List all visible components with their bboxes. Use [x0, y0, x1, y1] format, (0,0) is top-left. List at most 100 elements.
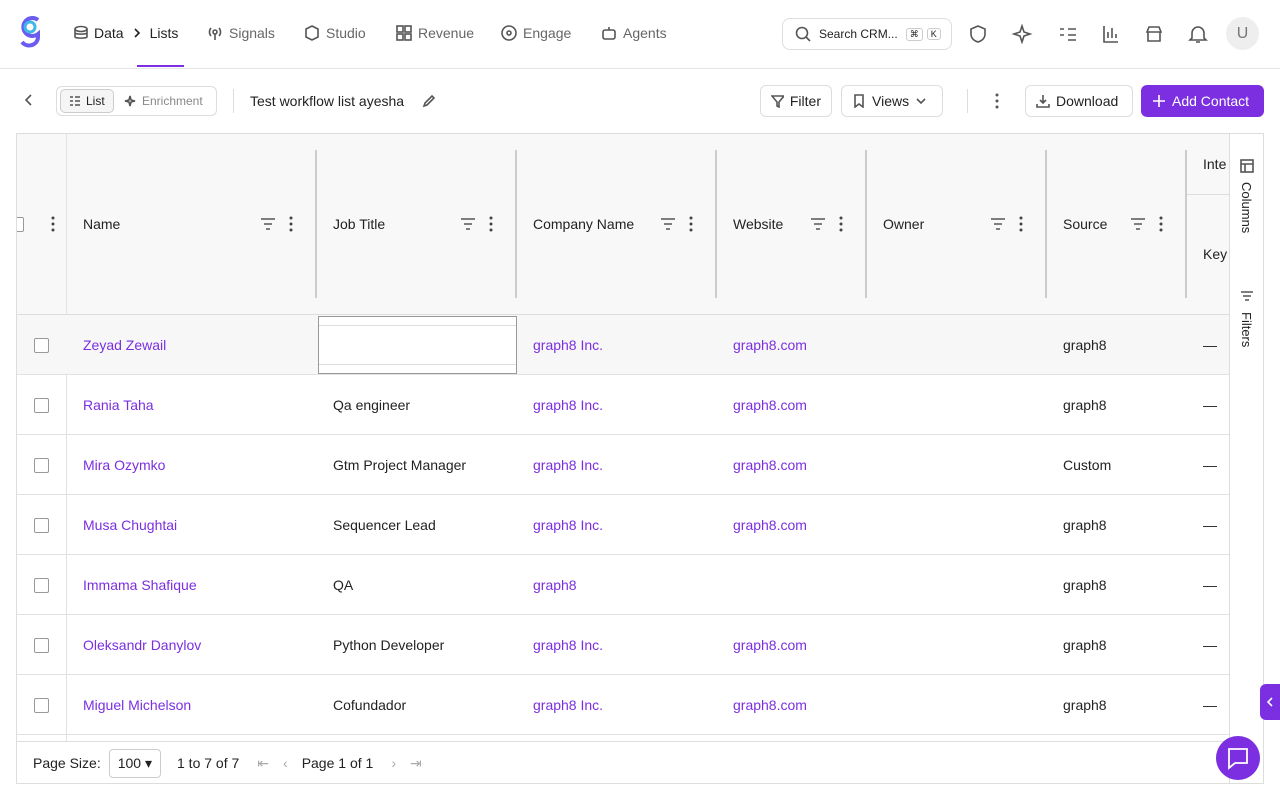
nav-item[interactable]: Agents [601, 25, 667, 41]
name-cell[interactable]: Zeyad Zewail [83, 337, 167, 353]
website-cell[interactable]: graph8.com [733, 337, 807, 353]
more-button[interactable] [990, 93, 1004, 109]
tab-label[interactable]: Enrichment [142, 94, 203, 108]
tab-enrichment[interactable]: Enrichment [124, 89, 203, 113]
button-label[interactable]: Views [872, 93, 910, 109]
button-label[interactable]: Download [1056, 93, 1119, 109]
website-cell[interactable]: graph8.com [733, 697, 807, 713]
column-header[interactable]: Name [83, 216, 121, 232]
bell-icon[interactable] [1188, 26, 1208, 43]
name-cell[interactable]: Mira Ozymko [83, 457, 166, 473]
views-button[interactable]: Views [841, 85, 943, 117]
group-header: Inte [1203, 156, 1227, 172]
key-cell: — [1203, 637, 1217, 653]
store-icon[interactable] [1145, 26, 1163, 42]
nav-label[interactable]: Studio [326, 25, 366, 41]
tab-list[interactable]: List [60, 89, 114, 113]
column-menu[interactable] [260, 216, 300, 232]
column-header[interactable]: Source [1063, 216, 1108, 232]
breadcrumb-item[interactable]: Lists [149, 25, 179, 41]
page-indicator: Page 1 of 1 [301, 755, 374, 771]
shield-icon[interactable] [970, 25, 986, 43]
nav-item[interactable]: Revenue [396, 25, 474, 41]
tab-label[interactable]: List [86, 94, 105, 108]
nav-item[interactable]: Engage [501, 25, 571, 41]
back-button[interactable] [22, 93, 36, 107]
nav-label[interactable]: Engage [523, 25, 572, 41]
download-button[interactable]: Download [1025, 85, 1133, 117]
search-box[interactable]: Search CRM... ⌘ K [782, 18, 952, 50]
column-menu[interactable] [460, 216, 500, 232]
source-cell: graph8 [1063, 517, 1107, 533]
name-cell[interactable]: Miguel Michelson [83, 697, 192, 713]
name-cell[interactable]: Rania Taha [83, 397, 154, 413]
sparkle-icon[interactable] [1011, 24, 1033, 44]
nav-item[interactable]: Studio [304, 25, 366, 41]
column-separator [315, 150, 317, 298]
company-cell[interactable]: graph8 Inc. [533, 337, 604, 353]
column-header[interactable]: Owner [883, 216, 925, 232]
website-cell[interactable]: graph8.com [733, 397, 807, 413]
company-cell[interactable]: graph8 Inc. [533, 637, 604, 653]
tasks-icon[interactable] [1060, 28, 1076, 41]
website-cell[interactable]: graph8.com [733, 517, 807, 533]
row-checkbox[interactable] [34, 398, 49, 413]
side-tab[interactable]: Filters [1239, 312, 1254, 348]
add-contact-button[interactable]: Add Contact [1141, 85, 1264, 117]
icon [602, 27, 616, 40]
pagination: Page Size: 100 ▾ 1 to 7 of 7 ⇤‹ Page 1 o… [17, 741, 1230, 783]
row-checkbox[interactable] [34, 338, 49, 353]
row-checkbox[interactable] [34, 698, 49, 713]
column-header[interactable]: Website [733, 216, 784, 232]
company-cell[interactable]: graph8 Inc. [533, 697, 604, 713]
chart-icon[interactable] [1103, 26, 1118, 43]
row-checkbox[interactable] [34, 578, 49, 593]
icon [208, 27, 222, 40]
website-cell[interactable]: graph8.com [733, 637, 807, 653]
column-separator [865, 150, 867, 298]
filter-button[interactable]: Filter [760, 85, 832, 117]
divider [233, 89, 234, 113]
name-cell[interactable]: Oleksandr Danylov [83, 637, 202, 653]
company-cell[interactable]: graph8 Inc. [533, 457, 604, 473]
nav-item[interactable]: Signals [207, 25, 275, 41]
expand-tab[interactable] [1260, 684, 1280, 720]
company-cell[interactable]: graph8 [533, 577, 577, 593]
row-checkbox[interactable] [34, 458, 49, 473]
nav-label[interactable]: Revenue [418, 25, 475, 41]
side-tab[interactable]: Columns [1239, 182, 1254, 234]
icon [1266, 697, 1273, 707]
table-row [17, 675, 1230, 735]
avatar[interactable]: U [1226, 17, 1259, 50]
column-menu[interactable] [810, 216, 850, 232]
column-header[interactable]: Job Title [333, 216, 386, 232]
chat-button[interactable] [1216, 736, 1260, 780]
select-all [17, 217, 24, 232]
breadcrumb[interactable]: Data Lists [74, 25, 178, 41]
table-row [17, 375, 1230, 435]
nav-label[interactable]: Agents [623, 25, 667, 41]
edit-button[interactable] [422, 94, 436, 108]
page-size-select[interactable]: 100 ▾ [108, 748, 161, 778]
table-row [17, 435, 1230, 495]
column-menu[interactable] [660, 216, 700, 232]
row-checkbox[interactable] [34, 518, 49, 533]
pinned-border [66, 134, 67, 742]
column-menu[interactable] [49, 216, 57, 232]
column-header[interactable]: Company Name [533, 216, 635, 232]
column-menu[interactable] [1130, 216, 1170, 232]
button-label[interactable]: Filter [789, 93, 821, 109]
nav-label[interactable]: Signals [229, 25, 275, 41]
page-size-value[interactable]: 100 [117, 754, 142, 771]
breadcrumb-item[interactable]: Data [94, 25, 124, 41]
editing-input[interactable] [319, 325, 516, 365]
name-cell[interactable]: Immama Shafique [83, 577, 197, 593]
company-cell[interactable]: graph8 Inc. [533, 397, 604, 413]
company-cell[interactable]: graph8 Inc. [533, 517, 604, 533]
column-menu[interactable] [990, 216, 1030, 232]
row-checkbox[interactable] [34, 638, 49, 653]
button-label[interactable]: Add Contact [1172, 93, 1250, 109]
name-cell[interactable]: Musa Chughtai [83, 517, 178, 533]
icon [70, 96, 80, 106]
website-cell[interactable]: graph8.com [733, 457, 807, 473]
